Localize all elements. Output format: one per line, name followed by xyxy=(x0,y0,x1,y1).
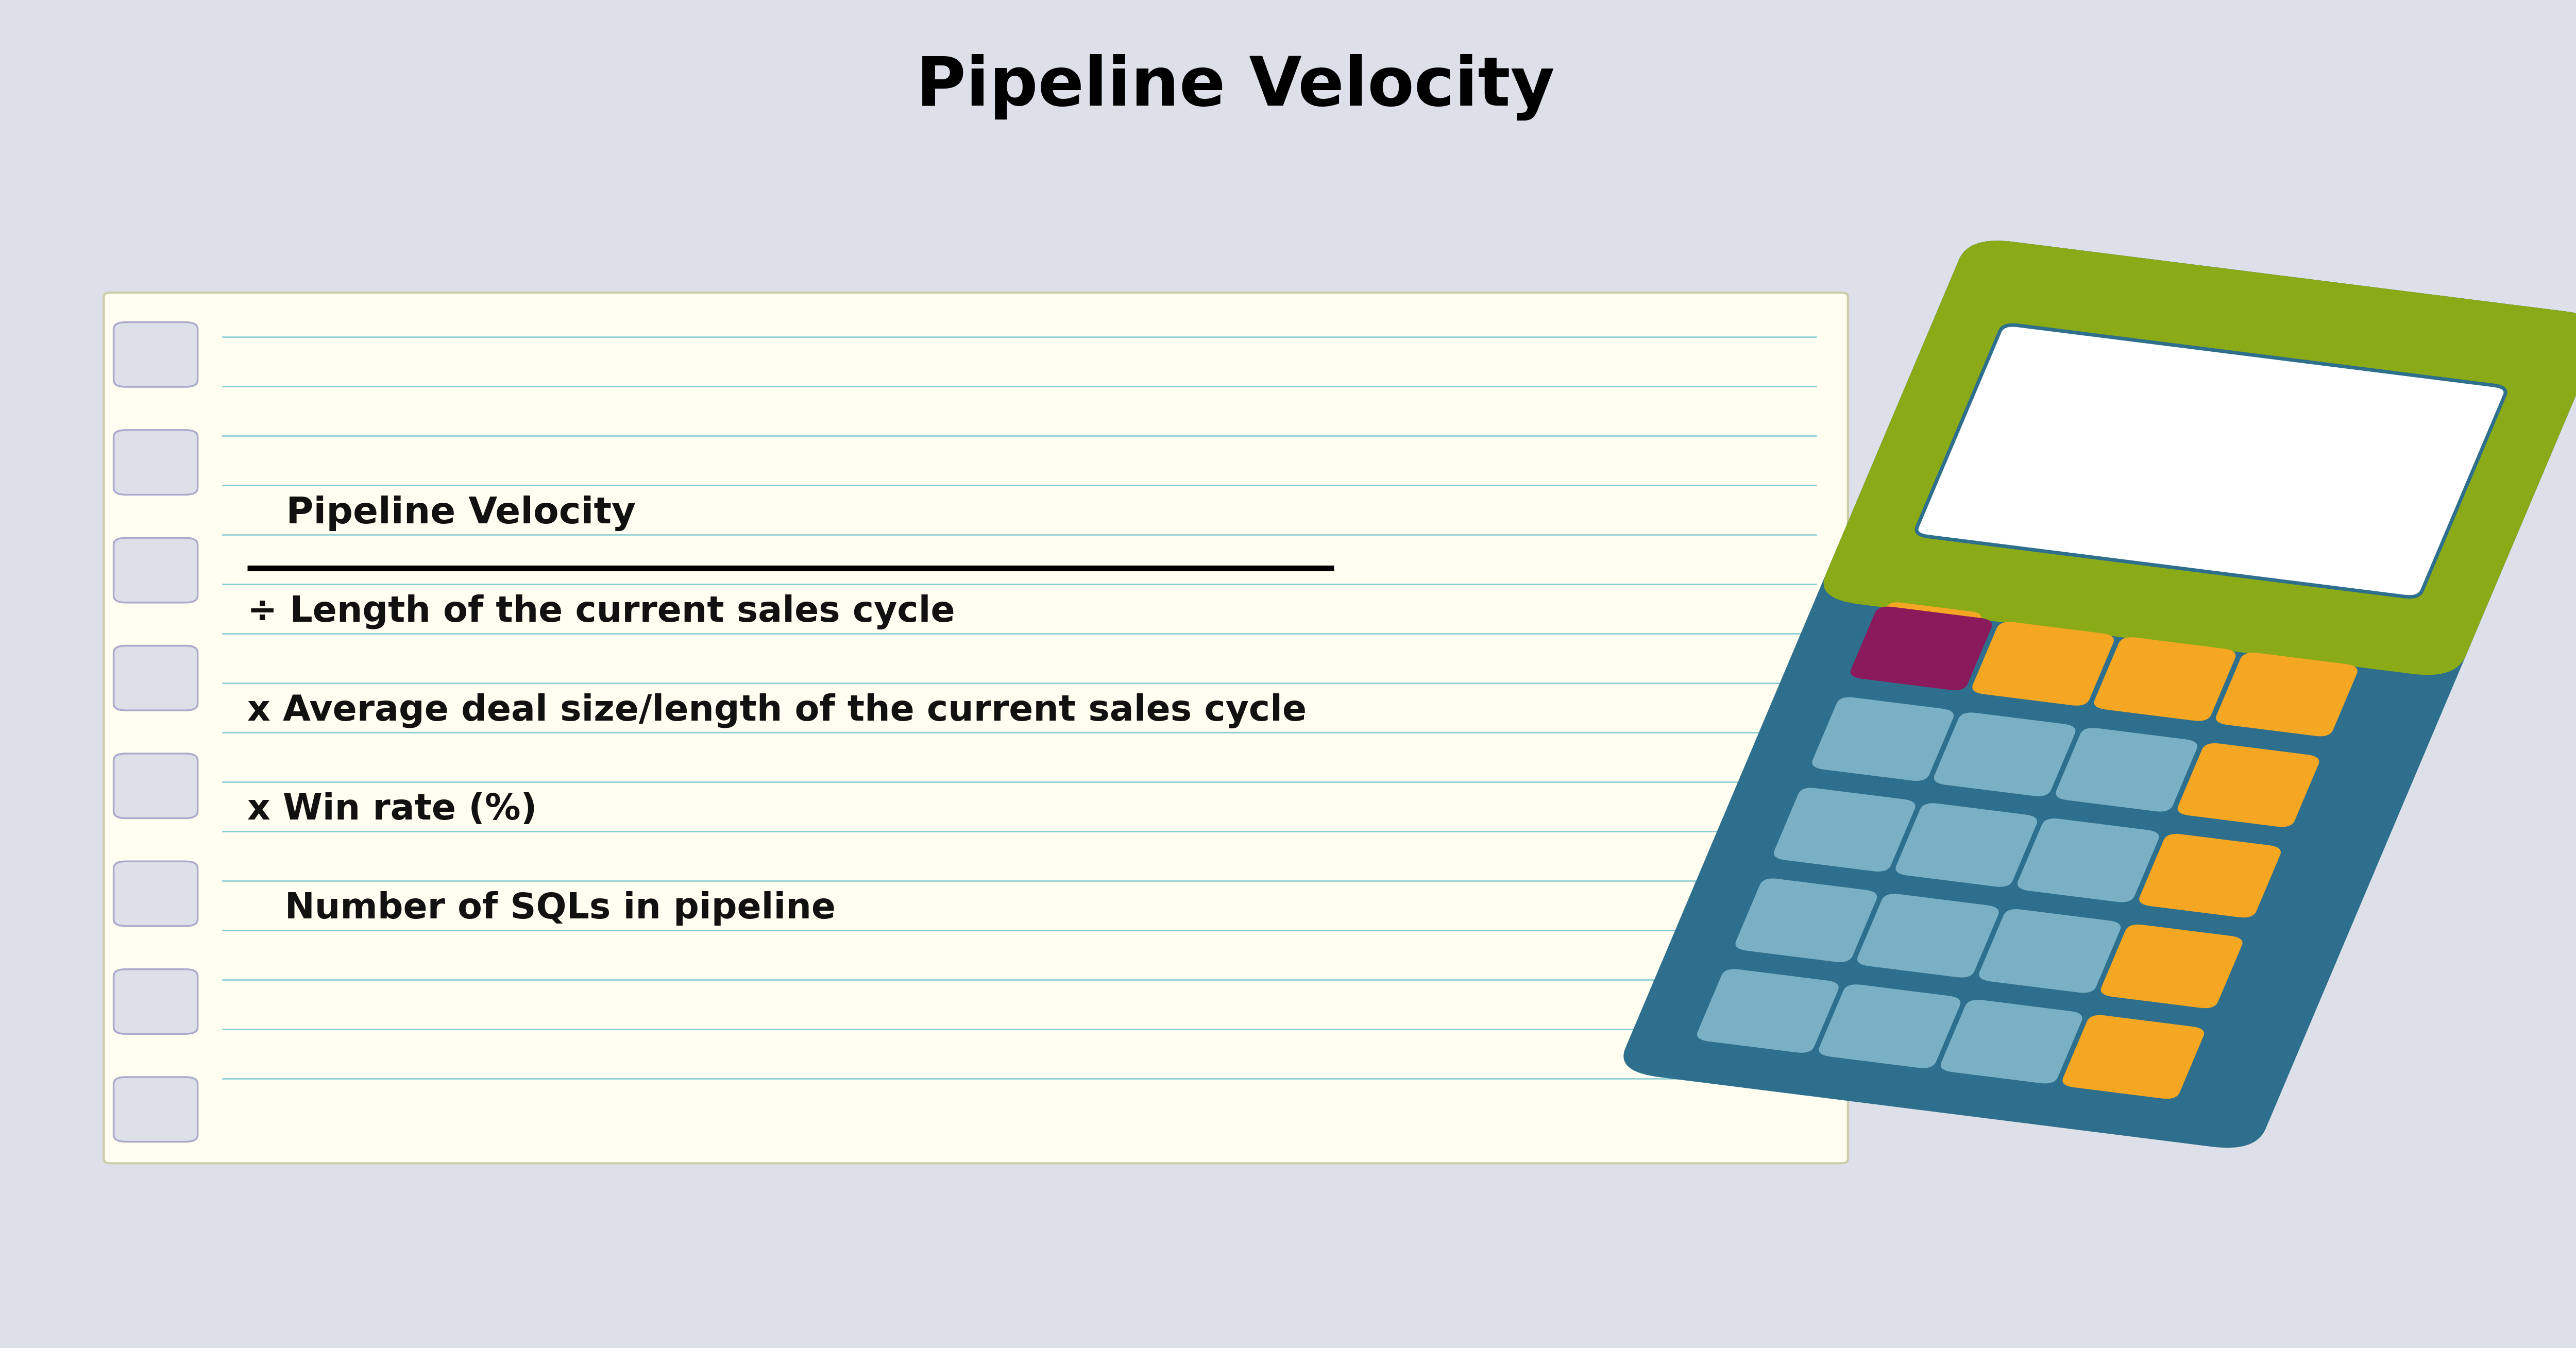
Text: x Win rate (%): x Win rate (%) xyxy=(247,793,536,826)
FancyBboxPatch shape xyxy=(1940,1000,2081,1084)
FancyBboxPatch shape xyxy=(1736,879,1878,962)
FancyBboxPatch shape xyxy=(1896,803,2038,887)
FancyBboxPatch shape xyxy=(2017,818,2159,902)
FancyBboxPatch shape xyxy=(1850,607,1991,690)
FancyBboxPatch shape xyxy=(113,646,198,710)
FancyBboxPatch shape xyxy=(113,538,198,603)
FancyBboxPatch shape xyxy=(1873,603,1981,655)
FancyBboxPatch shape xyxy=(113,969,198,1034)
FancyBboxPatch shape xyxy=(2138,834,2280,918)
FancyBboxPatch shape xyxy=(1973,621,2115,705)
FancyBboxPatch shape xyxy=(1775,787,1917,872)
FancyBboxPatch shape xyxy=(113,1077,198,1142)
FancyBboxPatch shape xyxy=(1623,241,2576,1147)
FancyBboxPatch shape xyxy=(1824,241,2576,675)
FancyBboxPatch shape xyxy=(1819,984,1960,1068)
FancyBboxPatch shape xyxy=(2177,743,2318,826)
FancyBboxPatch shape xyxy=(1857,894,1999,977)
Text: Number of SQLs in pipeline: Number of SQLs in pipeline xyxy=(247,891,835,926)
FancyBboxPatch shape xyxy=(1935,713,2076,797)
FancyBboxPatch shape xyxy=(113,754,198,818)
FancyBboxPatch shape xyxy=(1917,325,2506,597)
FancyBboxPatch shape xyxy=(113,430,198,495)
FancyBboxPatch shape xyxy=(2094,638,2236,721)
FancyBboxPatch shape xyxy=(1978,909,2120,993)
FancyBboxPatch shape xyxy=(1811,697,1953,780)
Text: Pipeline Velocity: Pipeline Velocity xyxy=(247,495,636,531)
Text: x Average deal size/length of the current sales cycle: x Average deal size/length of the curren… xyxy=(247,693,1306,728)
FancyBboxPatch shape xyxy=(2056,728,2197,811)
FancyBboxPatch shape xyxy=(2063,1015,2205,1099)
FancyBboxPatch shape xyxy=(1698,969,1839,1053)
Text: Pipeline Velocity: Pipeline Velocity xyxy=(917,54,1553,120)
FancyBboxPatch shape xyxy=(113,322,198,387)
FancyBboxPatch shape xyxy=(2102,925,2244,1008)
FancyBboxPatch shape xyxy=(113,861,198,926)
Text: ÷ Length of the current sales cycle: ÷ Length of the current sales cycle xyxy=(247,594,956,630)
FancyBboxPatch shape xyxy=(2215,652,2357,736)
Bar xyxy=(1868,518,2450,650)
FancyBboxPatch shape xyxy=(103,293,1847,1163)
